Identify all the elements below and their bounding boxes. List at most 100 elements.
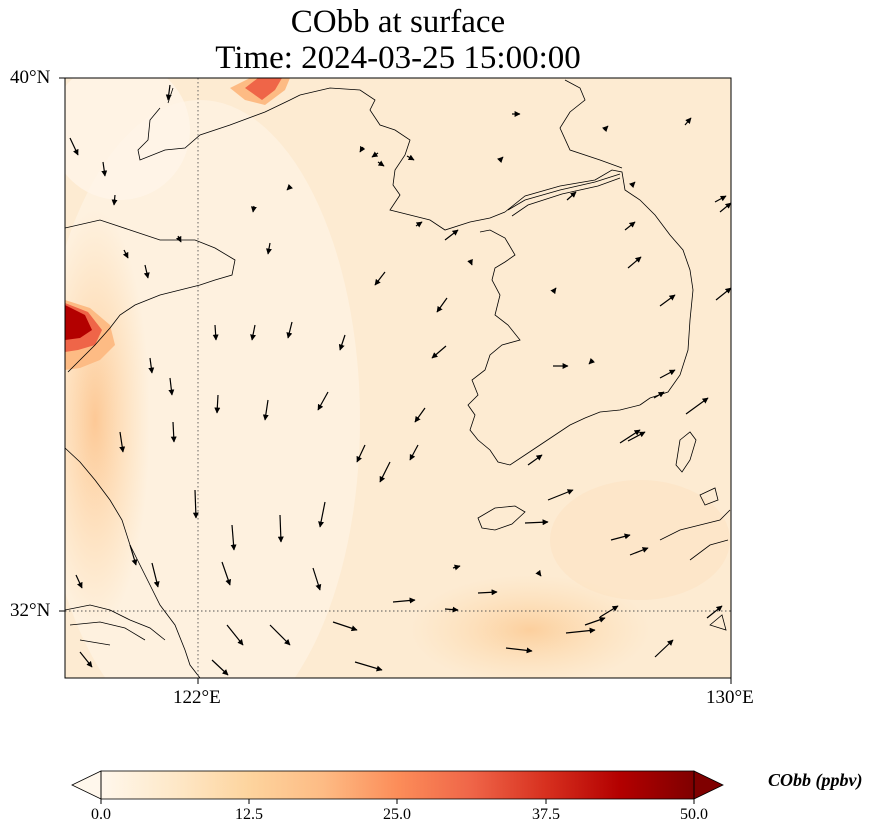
- wind-arrow: [409, 444, 419, 461]
- wind-arrow: [230, 524, 237, 551]
- wind-arrow: [377, 160, 385, 167]
- field-hotspot-north: [245, 78, 282, 100]
- wind-arrow: [226, 624, 244, 646]
- wind-arrow: [629, 181, 636, 188]
- wind-arrow: [627, 256, 642, 269]
- wind-arrow: [317, 391, 329, 411]
- wind-arrow: [627, 431, 646, 442]
- wind-arrow: [415, 221, 423, 228]
- wind-arrow: [527, 454, 543, 466]
- field-coastal-plume: [65, 210, 150, 630]
- wind-arrow: [629, 547, 649, 556]
- wind-arrow: [619, 429, 641, 444]
- wind-arrow: [477, 589, 498, 596]
- wind-arrow: [101, 161, 108, 177]
- map-frame: [64, 77, 732, 679]
- wind-arrow: [211, 659, 229, 676]
- wind-arrow: [286, 321, 293, 339]
- wind-arrow: [610, 533, 631, 541]
- wind-arrow: [332, 621, 358, 632]
- wind-arrow: [175, 235, 182, 243]
- colorbar-tick-label: 50.0: [680, 806, 708, 823]
- lon-label-122e: 122°E: [173, 687, 221, 708]
- wind-arrow: [685, 397, 709, 415]
- plot-subtitle: Time: 2024-03-25 15:00:00: [215, 40, 581, 76]
- wind-arrow: [192, 489, 199, 519]
- wind-arrow: [588, 358, 595, 365]
- wind-arrow: [165, 84, 172, 101]
- wind-arrow: [467, 258, 473, 266]
- wind-arrow: [524, 519, 549, 526]
- wind-arrow: [148, 357, 155, 374]
- wind-arrow: [262, 399, 269, 421]
- wind-arrow: [659, 369, 676, 379]
- wind-arrow: [338, 334, 346, 351]
- wind-arrow: [371, 151, 379, 158]
- lon-label-130e: 130°E: [706, 687, 754, 708]
- wind-arrow: [250, 324, 257, 341]
- wind-arrow: [535, 569, 542, 577]
- wind-arrow: [706, 605, 723, 619]
- wind-arrow: [266, 242, 272, 255]
- wind-arrow: [653, 391, 665, 399]
- wind-arrow: [359, 145, 366, 153]
- wind-arrow: [119, 431, 126, 453]
- wind-arrow: [286, 184, 293, 191]
- field-low-region: [65, 78, 190, 200]
- wind-arrow: [584, 616, 606, 626]
- field-southeast-plume: [410, 575, 650, 678]
- wind-arrow: [75, 574, 83, 589]
- colorbar-gradient: [101, 771, 694, 799]
- wind-arrow: [250, 205, 257, 213]
- wind-arrow: [406, 154, 415, 161]
- colorbar-title: CObb (ppbv): [768, 770, 863, 790]
- wind-arrow: [69, 137, 79, 156]
- field-southeast-plume: [550, 480, 730, 600]
- wind-arrow: [392, 597, 416, 604]
- gridlines: [65, 78, 731, 678]
- wind-arrow: [599, 605, 619, 618]
- wind-arrow: [356, 444, 366, 463]
- wind-arrow: [602, 125, 609, 132]
- plot-title: CObb at surface: [290, 4, 506, 40]
- wind-arrow: [547, 489, 574, 501]
- wind-arrow: [214, 394, 221, 414]
- wind-arrow: [719, 202, 731, 213]
- wind-arrow: [714, 195, 727, 203]
- wind-arrow: [312, 567, 322, 591]
- wind-arrow: [550, 287, 557, 295]
- wind-arrow: [111, 194, 118, 206]
- wind-arrow: [566, 191, 577, 201]
- wind-arrow: [684, 117, 692, 126]
- wind-arrow: [497, 156, 504, 163]
- wind-arrow: [431, 345, 447, 359]
- wind-arrow: [170, 421, 177, 443]
- wind-arrow: [129, 544, 138, 566]
- wind-arrow: [379, 461, 391, 483]
- wind-arrow: [212, 324, 219, 341]
- wind-arrow: [715, 287, 731, 301]
- lat-label-32n: 32°N: [10, 600, 51, 621]
- wind-arrow: [414, 407, 426, 423]
- coastlines: [65, 79, 731, 678]
- colorbar-tick-label: 25.0: [383, 806, 411, 823]
- wind-arrow: [444, 606, 459, 613]
- colorbar: [71, 770, 724, 804]
- wind-arrow: [143, 264, 150, 279]
- field-hotspot-coast: [65, 305, 92, 340]
- wind-vectors: [69, 84, 731, 676]
- wind-arrow: [122, 249, 129, 259]
- colorbar-extend-min: [71, 770, 102, 800]
- wind-arrow: [79, 651, 93, 668]
- wind-arrow: [505, 647, 533, 654]
- lat-label-40n: 40°N: [10, 67, 51, 88]
- wind-arrow: [277, 514, 284, 543]
- colorbar-tick-label: 37.5: [532, 806, 560, 823]
- wind-arrow: [318, 501, 326, 528]
- wind-arrow: [659, 294, 676, 307]
- colorbar-extend-max: [693, 770, 724, 800]
- wind-arrow: [269, 624, 291, 646]
- wind-arrow: [565, 627, 596, 634]
- wind-arrow: [168, 377, 175, 396]
